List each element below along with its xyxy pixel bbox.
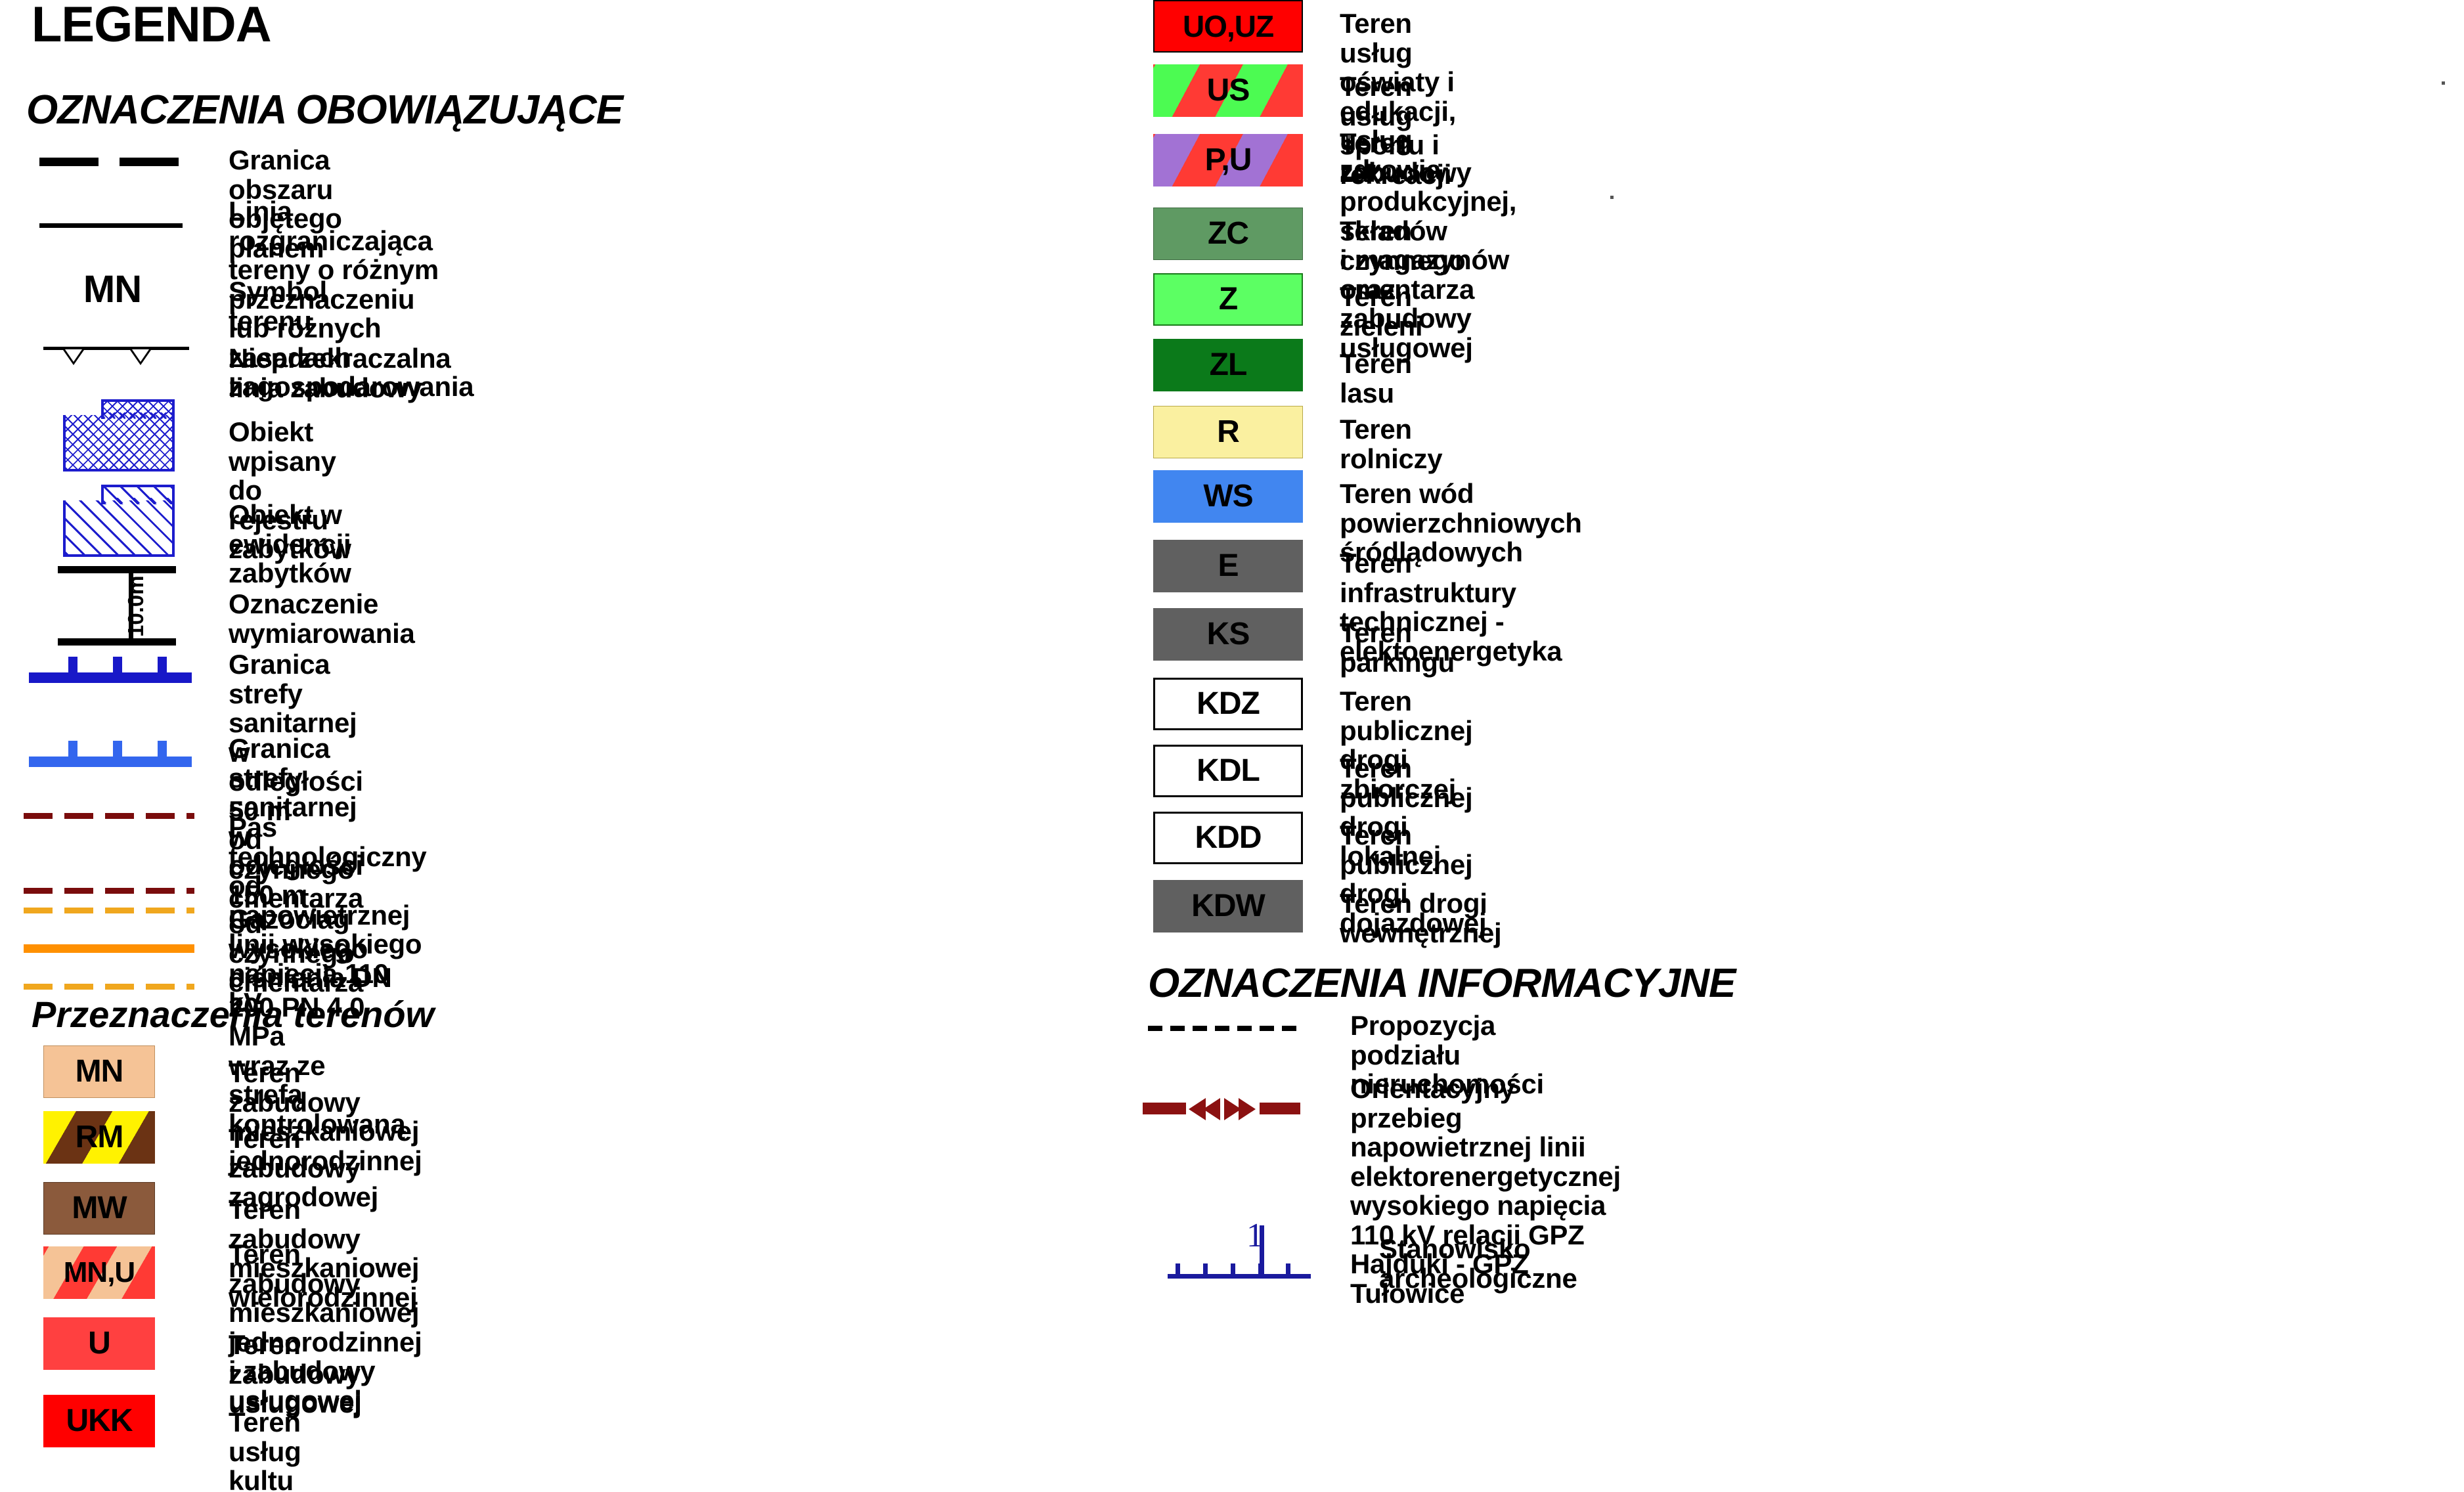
legend-label: Oznaczenie wymiarowania — [229, 588, 415, 649]
legend-label: Teren wód powierzchniowych śródlądowych — [1340, 478, 1582, 568]
landuse-chip-u: U — [43, 1317, 155, 1370]
monument-records-hatch-icon — [63, 485, 175, 557]
landuse-chip-mn: MN — [43, 1045, 155, 1098]
landuse-chip-ws: WS — [1153, 470, 1303, 523]
scan-speck — [1348, 135, 1351, 139]
legend-label: Granica obszaru objętego planem — [229, 144, 342, 263]
landuse-chip-ukk: UKK — [43, 1395, 155, 1447]
legend-label: Teren zabudowy mieszkaniowej wielorodzin… — [229, 1194, 420, 1313]
hv-technology-belt-icon — [24, 813, 194, 898]
scan-speck — [1610, 196, 1614, 199]
sanitary-zone-150m-icon — [29, 741, 192, 770]
legend-label: Teren zabudowy mieszkaniowej jednorodzin… — [229, 1057, 422, 1176]
legend-label: Linia rozgraniczająca tereny o różnym pr… — [229, 196, 474, 403]
section-title-informative: OZNACZENIA INFORMACYJNE — [1148, 961, 1736, 1006]
sanitary-zone-50m-icon — [29, 657, 192, 686]
dimension-marker-icon: 10.0m — [58, 566, 176, 646]
legend-label: Teren czynnego cmentarza — [1340, 215, 1475, 305]
landuse-chip-mw: MW — [43, 1182, 155, 1235]
legend-label: Teren infrastruktury technicznej - elekt… — [1340, 548, 1562, 667]
legend-label: Obiekt w ewidencji zabytków — [229, 499, 351, 589]
legend-label: Teren usług kultu religijnego — [229, 1407, 301, 1492]
legend-label: Teren publicznej drogi lokalnej — [1340, 753, 1473, 871]
legend-label: Propozycja podziału nieruchomości — [1350, 1010, 1544, 1100]
landuse-chip-kdd: KDD — [1153, 812, 1303, 864]
landuse-chip-rm: RM — [43, 1111, 155, 1164]
legend-label: Pas technologiczny od napowietrznej lini… — [229, 812, 427, 1019]
landuse-chip-pu: P,U — [1153, 134, 1303, 186]
solid-division-line-icon — [39, 223, 183, 229]
legend-label: Granica strefy sanitarnej w odległości 1… — [229, 733, 364, 998]
landuse-chip-ks: KS — [1153, 608, 1303, 661]
legend-label: Teren publicznej drogi dojazdowej — [1340, 820, 1487, 938]
landuse-chip-us: US — [1153, 64, 1303, 117]
legend-label: Teren drogi wewnętrznej — [1340, 888, 1502, 948]
legend-label: Symbol terenu — [229, 276, 327, 336]
property-division-dashed-icon — [1148, 1026, 1296, 1032]
dashed-boundary-line-icon — [39, 158, 190, 168]
landuse-chip-kdz: KDZ — [1153, 678, 1303, 730]
section-title-land-use: Przeznaczenia terenów — [32, 994, 435, 1035]
legend-label: Teren zabudowy zagrodowej — [229, 1123, 379, 1213]
legend-label: Teren rolniczy — [1340, 414, 1443, 474]
legend-label: Nieprzekraczalna linia zabudowy — [229, 343, 451, 403]
section-title-binding: OZNACZENIA OBOWIĄZUJĄCE — [26, 87, 623, 133]
legend-label: Teren zabudowy mieszkaniowej jednorodzin… — [229, 1239, 422, 1416]
gas-pipeline-icon — [24, 908, 194, 993]
archaeological-site-icon: 1 — [1168, 1208, 1319, 1294]
landuse-chip-zl: ZL — [1153, 339, 1303, 391]
legend-label: Orientacyjny przebieg napowietrznej lini… — [1350, 1073, 1621, 1309]
landuse-chip-r: R — [1153, 406, 1303, 458]
legend-label: Gazociag wysokiego ciśnienia DN 200 PN 4… — [229, 904, 406, 1139]
landuse-chip-uouz: UO,UZ — [1153, 0, 1303, 53]
legend-label: Teren lasu — [1340, 348, 1412, 408]
legend-label: Teren usług sportu i rekreacji — [1340, 71, 1452, 190]
terrain-symbol-mn-icon: MN — [83, 268, 142, 311]
legend-label: Teren zabudowy produkcyjnej, składów i m… — [1340, 127, 1517, 363]
landuse-chip-kdw: KDW — [1153, 880, 1303, 932]
legend-label: Stanowisko archeologiczne — [1379, 1233, 1577, 1294]
landuse-chip-e: E — [1153, 540, 1303, 592]
building-line-icon — [32, 341, 189, 374]
landuse-chip-kdl: KDL — [1153, 745, 1303, 797]
hv-power-line-route-icon — [1143, 1095, 1300, 1122]
legend-label: Teren usług oświaty i edukacji, usług zd… — [1340, 8, 1457, 185]
monument-register-hatch-icon — [63, 399, 175, 472]
scan-speck — [2442, 81, 2445, 85]
landuse-chip-zc: ZC — [1153, 208, 1303, 260]
landuse-chip-mnu: MN,U — [43, 1246, 155, 1299]
legend-label: Teren publicznej drogi zbiorczej — [1340, 686, 1473, 804]
legend-label: Teren zieleni — [1340, 281, 1423, 341]
page-title: LEGENDA — [32, 0, 272, 53]
landuse-chip-z: Z — [1153, 273, 1303, 326]
legend-label: Obiekt wpisany do rejestru zabytków — [229, 416, 351, 565]
legend-label: Granica strefy sanitarnej w odległości 5… — [229, 649, 364, 914]
legend-label: Teren zabudowy usługowej — [229, 1329, 362, 1419]
legend-label: Teren parkingu — [1340, 617, 1455, 678]
